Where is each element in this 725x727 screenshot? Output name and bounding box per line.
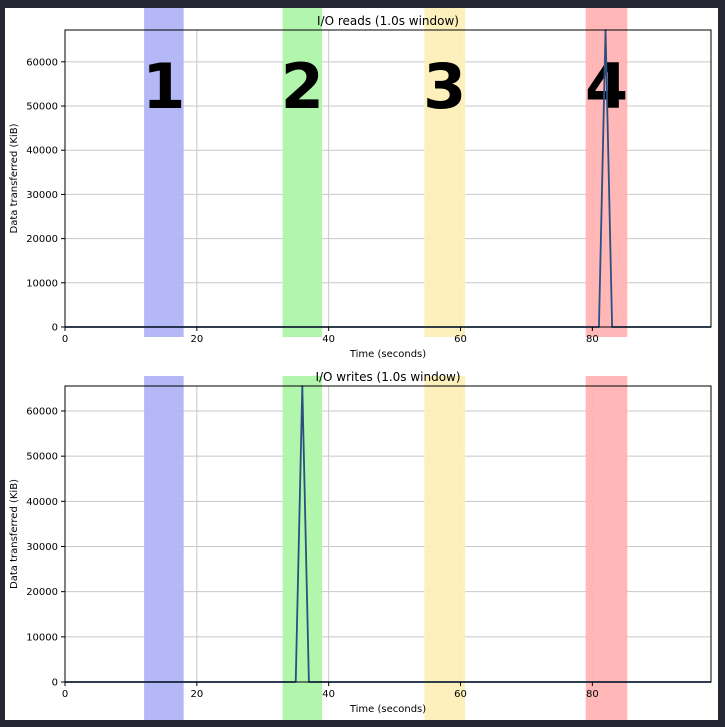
x-tick-label: 80 xyxy=(586,334,599,345)
phase-band-2 xyxy=(282,376,323,720)
chart-panel-1: 1 2 3 40 20 40 60 80010000200003000040000500006… xyxy=(9,8,712,360)
plot-frame xyxy=(64,385,712,683)
x-axis-label: Time (seconds) xyxy=(349,704,426,715)
y-tick-label: 20000 xyxy=(26,234,58,245)
x-tick-label: 40 xyxy=(322,334,335,345)
phase-label-3: 3 xyxy=(423,50,466,123)
x-tick-label: 0 xyxy=(62,689,68,700)
chart-title: I/O writes (1.0s window) xyxy=(315,370,460,384)
x-tick-label: 20 xyxy=(190,334,203,345)
x-tick-label: 80 xyxy=(586,689,599,700)
phase-band-1 xyxy=(144,376,184,720)
y-tick-label: 10000 xyxy=(26,278,58,289)
phase-band-4 xyxy=(585,376,628,720)
y-tick-label: 10000 xyxy=(26,632,58,643)
y-tick-label: 20000 xyxy=(26,587,58,598)
x-axis-label: Time (seconds) xyxy=(349,349,426,360)
y-axis-label: Data transferred (KiB) xyxy=(9,123,20,233)
y-tick-label: 30000 xyxy=(26,542,58,553)
y-tick-label: 40000 xyxy=(26,497,58,508)
phase-band-1 xyxy=(144,8,184,337)
y-tick-label: 0 xyxy=(52,323,58,334)
y-tick-label: 50000 xyxy=(26,102,58,113)
figure-svg: 1 2 3 40 20 40 60 80010000200003000040000500006… xyxy=(9,8,712,720)
x-tick-label: 40 xyxy=(322,689,335,700)
y-axis-label: Data transferred (KiB) xyxy=(9,479,20,589)
x-tick-label: 60 xyxy=(454,689,467,700)
x-tick-label: 20 xyxy=(190,689,203,700)
x-tick-label: 0 xyxy=(62,334,68,345)
chart-panel-2: 0 20 40 60 80 0 10000 20000 30000 40000 50000 60000… xyxy=(9,370,712,720)
x-tick-label: 60 xyxy=(454,334,467,345)
y-tick-label: 30000 xyxy=(26,190,58,201)
y-tick-label: 50000 xyxy=(26,452,58,463)
y-tick-label: 60000 xyxy=(26,407,58,418)
y-tick-label: 40000 xyxy=(26,146,58,157)
chart-title: I/O reads (1.0s window) xyxy=(317,14,459,28)
y-tick-label: 60000 xyxy=(26,57,58,68)
y-tick-label: 0 xyxy=(52,678,58,689)
phase-band-2 xyxy=(282,8,323,337)
phase-label-1: 1 xyxy=(142,50,185,123)
phase-band-3 xyxy=(424,376,466,720)
figure: 1 2 3 4 0 20 40 60 80 0 10000 20000 30000 40000 50000 6… xyxy=(5,8,718,720)
phase-band-3 xyxy=(424,8,466,337)
plot-frame xyxy=(64,29,712,328)
phase-label-2: 2 xyxy=(281,50,324,123)
